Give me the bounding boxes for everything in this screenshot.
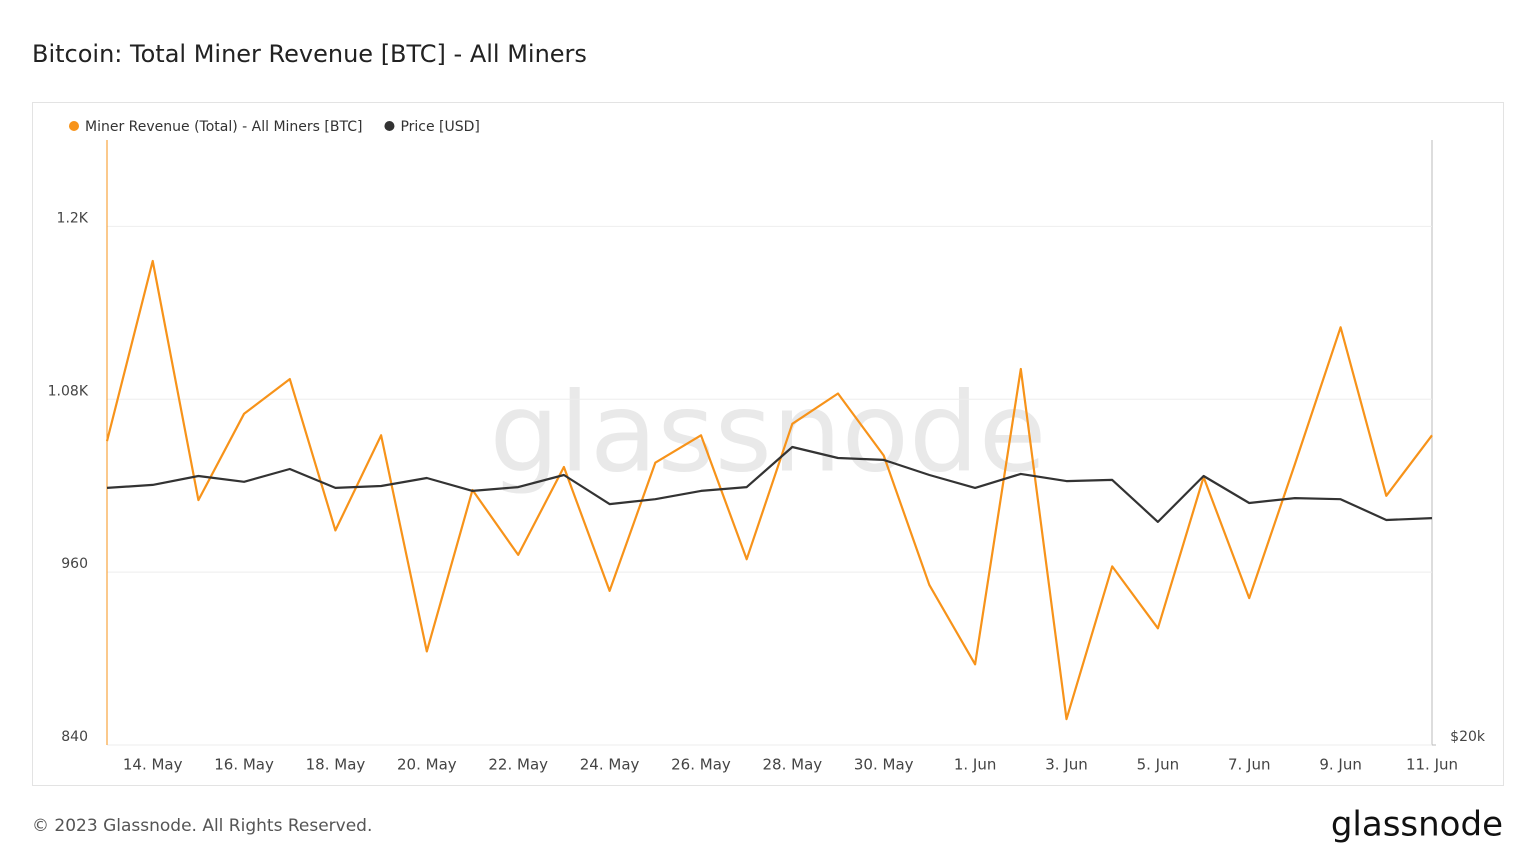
chart-title: Bitcoin: Total Miner Revenue [BTC] - All… (32, 40, 587, 68)
x-tick-label: 5. Jun (1137, 756, 1180, 774)
x-tick-label: 22. May (488, 756, 548, 774)
y-tick-label: 840 (61, 729, 88, 745)
x-tick-label: 20. May (397, 756, 457, 774)
x-tick-label: 16. May (214, 756, 274, 774)
watermark: glassnode (490, 368, 1047, 496)
x-tick-label: 24. May (580, 756, 640, 774)
y-tick-label: 1.08K (48, 383, 89, 399)
y2-tick-label: $20k (1450, 729, 1486, 745)
legend-marker (69, 121, 79, 131)
x-tick-label: 7. Jun (1228, 756, 1271, 774)
x-tick-label: 3. Jun (1045, 756, 1088, 774)
legend-label: Miner Revenue (Total) - All Miners [BTC] (85, 119, 362, 135)
logo: glassnode (1331, 805, 1503, 845)
legend-label: Price [USD] (400, 119, 479, 135)
x-tick-label: 18. May (306, 756, 366, 774)
series-line (106, 445, 1433, 523)
y-tick-label: 960 (61, 556, 88, 572)
x-tick-label: 11. Jun (1406, 756, 1458, 774)
x-tick-label: 30. May (854, 756, 914, 774)
x-tick-label: 26. May (671, 756, 731, 774)
chart-panel (32, 102, 1504, 786)
x-tick-label: 1. Jun (954, 756, 997, 774)
series-line (105, 259, 1433, 721)
x-tick-label: 28. May (763, 756, 823, 774)
y-tick-label: 1.2K (57, 210, 89, 226)
x-tick-label: 14. May (123, 756, 183, 774)
legend-marker (384, 121, 395, 131)
footer: © 2023 Glassnode. All Rights Reserved. (32, 816, 372, 836)
x-tick-label: 9. Jun (1319, 756, 1362, 774)
